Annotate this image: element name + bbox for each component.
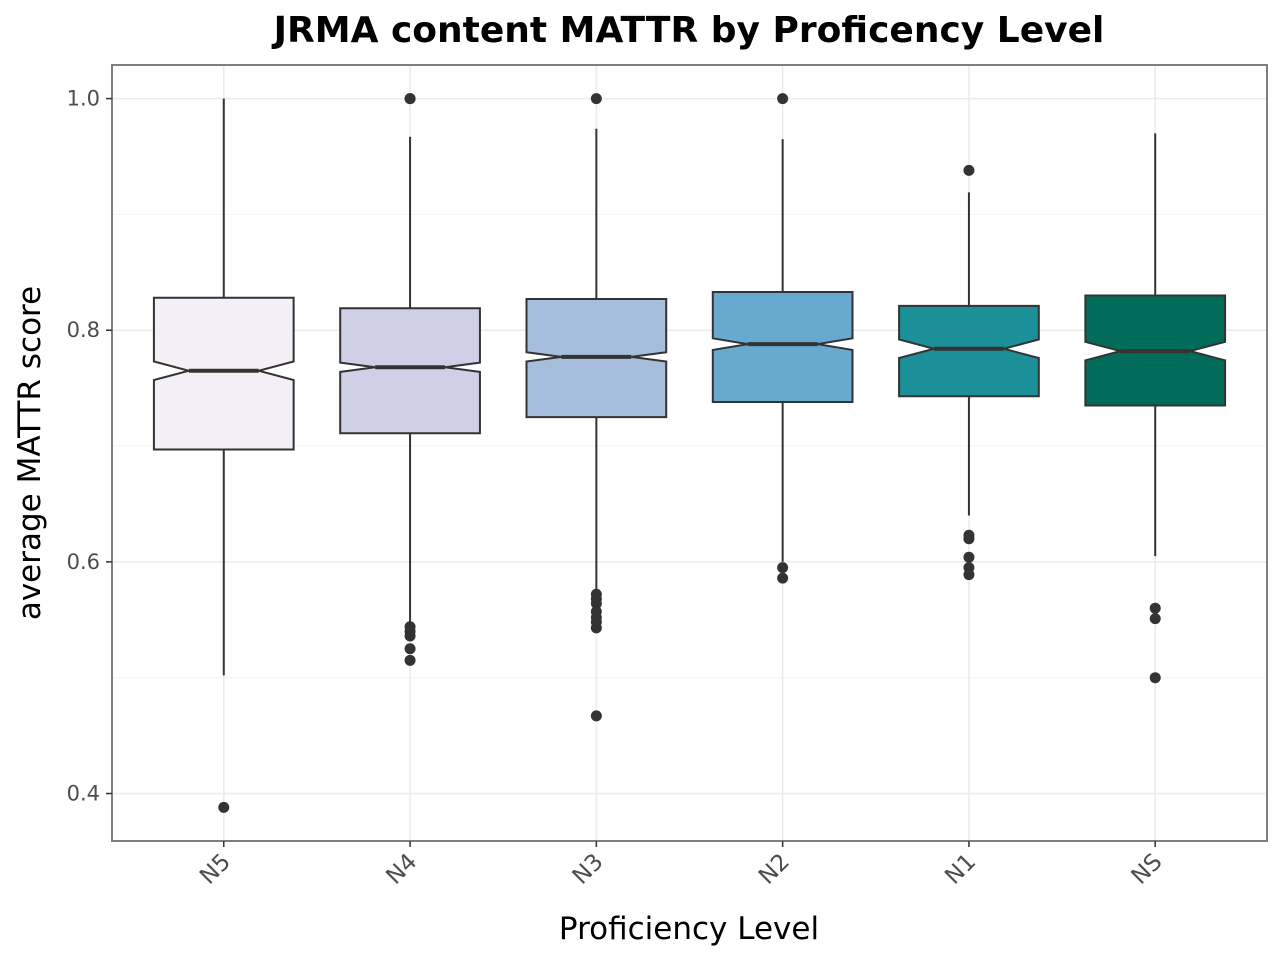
outlier-point: [1149, 672, 1161, 684]
box-body: [152, 296, 295, 451]
outlier-point: [218, 801, 230, 813]
box-body: [711, 291, 854, 404]
box-n1: [898, 192, 1040, 516]
box-ns: [1084, 133, 1227, 557]
box-n3: [525, 128, 668, 591]
outlier-point: [404, 654, 416, 666]
outlier-point: [963, 533, 975, 545]
outlier-point: [777, 93, 789, 105]
outlier-point: [404, 643, 416, 655]
plot-panel-border: [111, 64, 1268, 842]
outlier-point: [1149, 602, 1161, 614]
box-n2: [711, 139, 854, 562]
outlier-point: [963, 164, 975, 176]
outlier-point: [404, 93, 416, 105]
y-axis-title: average MATTR score: [12, 286, 48, 620]
x-tick-label: N3: [568, 849, 609, 890]
outlier-points: [218, 93, 1161, 813]
outlier-point: [590, 93, 602, 105]
outlier-point: [1149, 613, 1161, 625]
x-tick-label: N2: [754, 849, 795, 890]
outlier-point: [590, 598, 602, 610]
x-tick-label: N4: [381, 849, 422, 890]
y-tick-label: 0.8: [67, 318, 100, 342]
box-n5: [152, 98, 295, 676]
outlier-point: [777, 562, 789, 574]
outlier-point: [404, 630, 416, 642]
x-axis-title: Proficiency Level: [559, 911, 819, 947]
y-tick-label: 0.6: [67, 550, 100, 574]
box-body: [339, 307, 481, 435]
x-axis-ticks: N5 N4 N3 N2 N1 NS: [195, 841, 1167, 890]
x-tick-label: N1: [940, 849, 981, 890]
chart-title: JRMA content MATTR by Proficency Level: [271, 10, 1105, 51]
y-tick-label: 1.0: [67, 87, 100, 111]
x-tick-label: N5: [195, 849, 236, 890]
grid-lines: [112, 65, 1267, 841]
box-series: [152, 98, 1227, 676]
outlier-point: [963, 569, 975, 581]
outlier-point: [590, 622, 602, 634]
outlier-point: [777, 572, 789, 584]
box-n4: [339, 136, 481, 623]
outlier-point: [590, 710, 602, 722]
y-axis-ticks: 0.4 0.6 0.8 1.0: [67, 87, 112, 806]
x-tick-label: NS: [1127, 849, 1168, 890]
y-tick-label: 0.4: [67, 782, 100, 806]
outlier-point: [963, 551, 975, 563]
box-body: [898, 304, 1040, 398]
